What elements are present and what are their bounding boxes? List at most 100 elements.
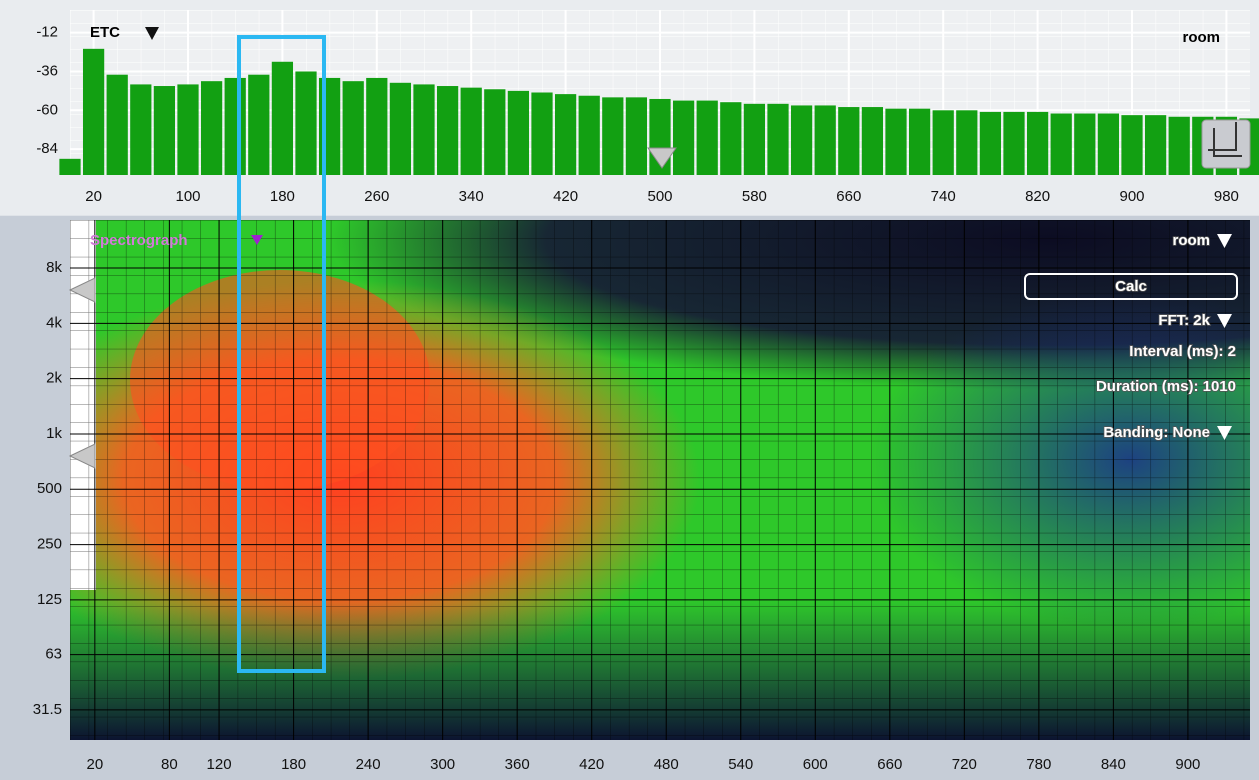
crop-icon bbox=[1208, 122, 1242, 157]
y-tick-label: 250 bbox=[37, 536, 62, 553]
x-tick-label: 240 bbox=[356, 756, 381, 773]
duration-setting[interactable]: Duration (ms): 1010 bbox=[1095, 377, 1237, 396]
x-tick-label: 180 bbox=[281, 756, 306, 773]
etc-bar bbox=[743, 103, 766, 175]
etc-bar bbox=[578, 95, 600, 175]
etc-bar bbox=[1026, 111, 1049, 175]
etc-bar bbox=[932, 110, 954, 175]
etc-menu-arrow[interactable] bbox=[145, 27, 159, 40]
x-tick-label: 260 bbox=[364, 188, 389, 205]
etc-bar bbox=[153, 86, 176, 175]
etc-bar bbox=[106, 74, 128, 175]
source-menu-arrow[interactable] bbox=[1217, 234, 1232, 248]
x-tick-label: 420 bbox=[553, 188, 578, 205]
etc-bar bbox=[1121, 115, 1143, 175]
x-tick-label: 80 bbox=[161, 756, 178, 773]
crop-button[interactable] bbox=[1201, 119, 1251, 169]
x-tick-label: 20 bbox=[85, 188, 102, 205]
fft-setting[interactable]: FFT: 2k bbox=[1158, 311, 1212, 330]
etc-bar bbox=[200, 81, 223, 175]
spectrograph-menu-arrow[interactable] bbox=[251, 235, 263, 245]
x-tick-label: 360 bbox=[505, 756, 530, 773]
calc-button[interactable] bbox=[1024, 273, 1238, 300]
etc-bar bbox=[554, 94, 577, 175]
highlight-box bbox=[237, 35, 326, 673]
etc-bar bbox=[507, 90, 530, 175]
x-tick-label: 840 bbox=[1101, 756, 1126, 773]
spectrograph-image bbox=[70, 220, 1250, 740]
banding-setting[interactable]: Banding: None bbox=[1103, 423, 1211, 442]
etc-bar bbox=[130, 84, 152, 175]
etc-bar bbox=[861, 107, 884, 175]
x-tick-label: 540 bbox=[728, 756, 753, 773]
x-tick-label: 120 bbox=[207, 756, 232, 773]
etc-bar bbox=[484, 89, 506, 175]
spectrograph-title: Spectrograph bbox=[90, 232, 188, 249]
x-tick-label: 180 bbox=[270, 188, 295, 205]
etc-bar bbox=[295, 71, 317, 175]
x-tick-label: 600 bbox=[803, 756, 828, 773]
x-tick-label: 660 bbox=[877, 756, 902, 773]
x-tick-label: 660 bbox=[836, 188, 861, 205]
etc-bar bbox=[838, 107, 860, 175]
x-tick-label: 340 bbox=[459, 188, 484, 205]
x-tick-label: 900 bbox=[1119, 188, 1144, 205]
etc-bar bbox=[436, 86, 459, 175]
etc-source: room bbox=[1183, 29, 1221, 46]
x-tick-label: 480 bbox=[654, 756, 679, 773]
etc-bar bbox=[1168, 116, 1190, 175]
interval-setting[interactable]: Interval (ms): 2 bbox=[1129, 342, 1237, 361]
y-tick-label: 125 bbox=[37, 591, 62, 608]
banding-menu-arrow[interactable] bbox=[1217, 426, 1232, 440]
etc-bar bbox=[460, 87, 482, 175]
y-tick-label: -36 bbox=[36, 62, 58, 79]
y-tick-label: 2k bbox=[46, 370, 62, 387]
etc-bar bbox=[389, 82, 412, 175]
y-tick-label: -12 bbox=[36, 24, 58, 41]
etc-bar bbox=[767, 103, 789, 175]
upper-handle[interactable] bbox=[68, 277, 96, 303]
etc-bar bbox=[1144, 115, 1167, 175]
etc-bar bbox=[602, 97, 624, 175]
etc-bar bbox=[625, 97, 648, 175]
spectrograph-grid bbox=[70, 220, 1250, 740]
etc-axis: -12 -36 -60 -84 20 100 180 260 340 420 500 580 660 74… bbox=[36, 24, 1239, 205]
x-tick-label: 300 bbox=[430, 756, 455, 773]
etc-bar bbox=[1074, 113, 1096, 175]
x-tick-label: 420 bbox=[579, 756, 604, 773]
y-tick-label: 63 bbox=[45, 646, 62, 663]
x-tick-label: 780 bbox=[1026, 756, 1051, 773]
x-tick-label: 100 bbox=[175, 188, 200, 205]
calc-label: Calc bbox=[1115, 278, 1147, 295]
x-tick-label: 820 bbox=[1025, 188, 1050, 205]
lower-handle[interactable] bbox=[68, 443, 96, 469]
etc-bar bbox=[979, 111, 1002, 175]
x-tick-label: 720 bbox=[952, 756, 977, 773]
x-tick-label: 900 bbox=[1175, 756, 1200, 773]
etc-bar bbox=[366, 77, 388, 175]
etc-title: ETC bbox=[90, 24, 120, 41]
x-tick-label: 740 bbox=[931, 188, 956, 205]
fft-menu-arrow[interactable] bbox=[1217, 314, 1232, 328]
y-tick-label: 31.5 bbox=[33, 701, 62, 718]
etc-marker[interactable] bbox=[647, 147, 677, 169]
etc-bar bbox=[248, 74, 270, 175]
etc-bar bbox=[720, 102, 742, 175]
etc-bar bbox=[342, 81, 364, 175]
spectrograph-source: room bbox=[1173, 232, 1211, 249]
y-tick-label: 500 bbox=[37, 480, 62, 497]
etc-bar bbox=[271, 61, 294, 175]
x-tick-label: 580 bbox=[742, 188, 767, 205]
y-tick-label: 8k bbox=[46, 259, 62, 276]
etc-bar bbox=[672, 100, 695, 175]
y-tick-label: 4k bbox=[46, 314, 62, 331]
x-tick-label: 500 bbox=[647, 188, 672, 205]
y-tick-label: -84 bbox=[36, 140, 58, 157]
etc-bar bbox=[885, 108, 907, 175]
etc-bar bbox=[1050, 113, 1072, 175]
etc-trace bbox=[59, 48, 1259, 175]
etc-bar bbox=[1003, 111, 1025, 175]
etc-bar bbox=[224, 77, 246, 175]
etc-bar bbox=[956, 110, 978, 175]
